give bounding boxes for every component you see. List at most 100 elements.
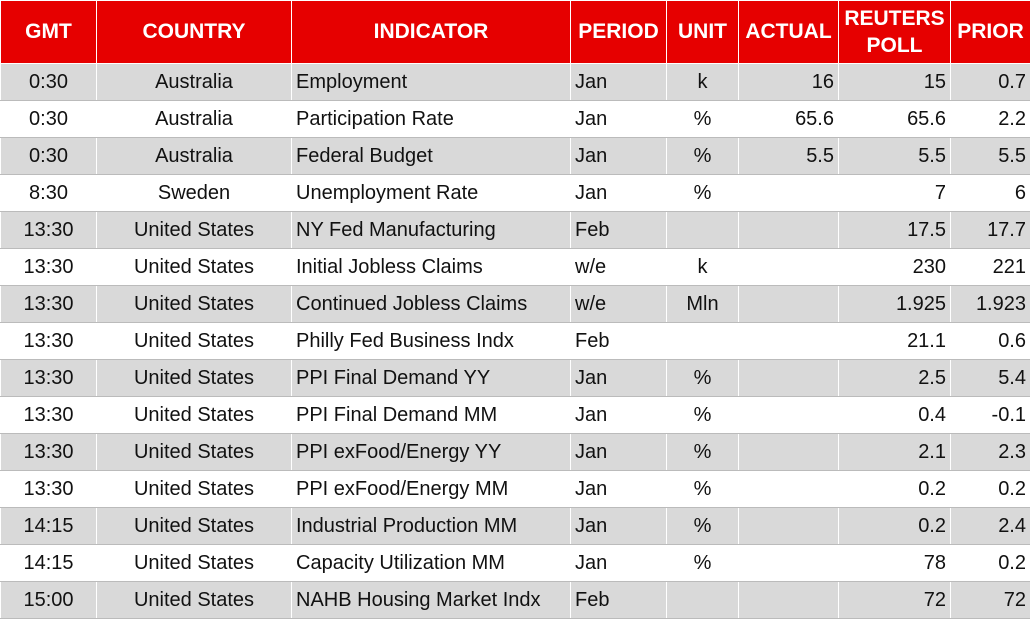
table-cell: 5.4	[951, 360, 1030, 397]
table-cell: 13:30	[1, 397, 97, 434]
table-cell: 0.2	[839, 471, 951, 508]
table-cell: %	[667, 360, 739, 397]
table-cell: %	[667, 434, 739, 471]
table-cell: 8:30	[1, 175, 97, 212]
table-cell: 14:15	[1, 545, 97, 582]
table-cell: 65.6	[739, 101, 839, 138]
table-cell: 2.1	[839, 434, 951, 471]
column-header: PERIOD	[571, 1, 667, 64]
table-cell: 78	[839, 545, 951, 582]
table-cell: PPI exFood/Energy YY	[292, 434, 571, 471]
table-cell: Employment	[292, 64, 571, 101]
table-cell	[739, 286, 839, 323]
table-cell	[667, 582, 739, 619]
table-cell: 0.4	[839, 397, 951, 434]
table-cell: Feb	[571, 582, 667, 619]
table-cell: k	[667, 249, 739, 286]
table-cell: Sweden	[97, 175, 292, 212]
table-cell: NAHB Housing Market Indx	[292, 582, 571, 619]
table-cell: 17.5	[839, 212, 951, 249]
table-cell: United States	[97, 471, 292, 508]
table-cell	[739, 397, 839, 434]
table-cell: PPI Final Demand MM	[292, 397, 571, 434]
table-cell: Industrial Production MM	[292, 508, 571, 545]
table-cell: 2.3	[951, 434, 1030, 471]
table-cell	[667, 323, 739, 360]
table-cell: United States	[97, 397, 292, 434]
table-cell: 13:30	[1, 212, 97, 249]
column-header: COUNTRY	[97, 1, 292, 64]
table-cell: United States	[97, 434, 292, 471]
table-cell	[739, 175, 839, 212]
table-cell: 2.5	[839, 360, 951, 397]
table-cell: 0.7	[951, 64, 1030, 101]
table-cell: Initial Jobless Claims	[292, 249, 571, 286]
table-cell: %	[667, 175, 739, 212]
table-cell: Feb	[571, 212, 667, 249]
table-cell	[739, 249, 839, 286]
table-cell: Jan	[571, 360, 667, 397]
table-cell: United States	[97, 545, 292, 582]
table-cell: 21.1	[839, 323, 951, 360]
table-cell: %	[667, 138, 739, 175]
table-cell: 0:30	[1, 64, 97, 101]
table-cell: United States	[97, 360, 292, 397]
table-cell: %	[667, 545, 739, 582]
table-cell: Jan	[571, 508, 667, 545]
column-header: INDICATOR	[292, 1, 571, 64]
table-cell: 0.2	[951, 545, 1030, 582]
table-cell: United States	[97, 508, 292, 545]
table-cell: Participation Rate	[292, 101, 571, 138]
table-cell: 1.923	[951, 286, 1030, 323]
table-cell	[739, 323, 839, 360]
table-cell: 221	[951, 249, 1030, 286]
table-cell: Capacity Utilization MM	[292, 545, 571, 582]
table-cell: 13:30	[1, 323, 97, 360]
table-cell: k	[667, 64, 739, 101]
table-cell: 17.7	[951, 212, 1030, 249]
table-cell: Jan	[571, 434, 667, 471]
table-cell: United States	[97, 212, 292, 249]
table-cell: %	[667, 397, 739, 434]
column-header: PRIOR	[951, 1, 1030, 64]
table-cell: 5.5	[739, 138, 839, 175]
table-cell: 0:30	[1, 101, 97, 138]
table-cell	[739, 212, 839, 249]
table-cell: 65.6	[839, 101, 951, 138]
table-cell: NY Fed Manufacturing	[292, 212, 571, 249]
table-cell: 1.925	[839, 286, 951, 323]
table-cell: %	[667, 508, 739, 545]
table-cell: 13:30	[1, 434, 97, 471]
table-cell: Jan	[571, 397, 667, 434]
table-cell	[667, 212, 739, 249]
table-cell: 230	[839, 249, 951, 286]
table-cell: United States	[97, 582, 292, 619]
table-cell: Australia	[97, 64, 292, 101]
table-cell: w/e	[571, 286, 667, 323]
table-cell: Jan	[571, 101, 667, 138]
table-cell: Jan	[571, 138, 667, 175]
table-cell: 5.5	[951, 138, 1030, 175]
table-cell: Mln	[667, 286, 739, 323]
column-header: UNIT	[667, 1, 739, 64]
table-cell	[739, 582, 839, 619]
table-cell: 13:30	[1, 471, 97, 508]
table-cell	[739, 360, 839, 397]
table-cell: Federal Budget	[292, 138, 571, 175]
table-cell: w/e	[571, 249, 667, 286]
table-cell: 7	[839, 175, 951, 212]
table-cell: Philly Fed Business Indx	[292, 323, 571, 360]
table-cell: %	[667, 471, 739, 508]
table-cell: Jan	[571, 175, 667, 212]
